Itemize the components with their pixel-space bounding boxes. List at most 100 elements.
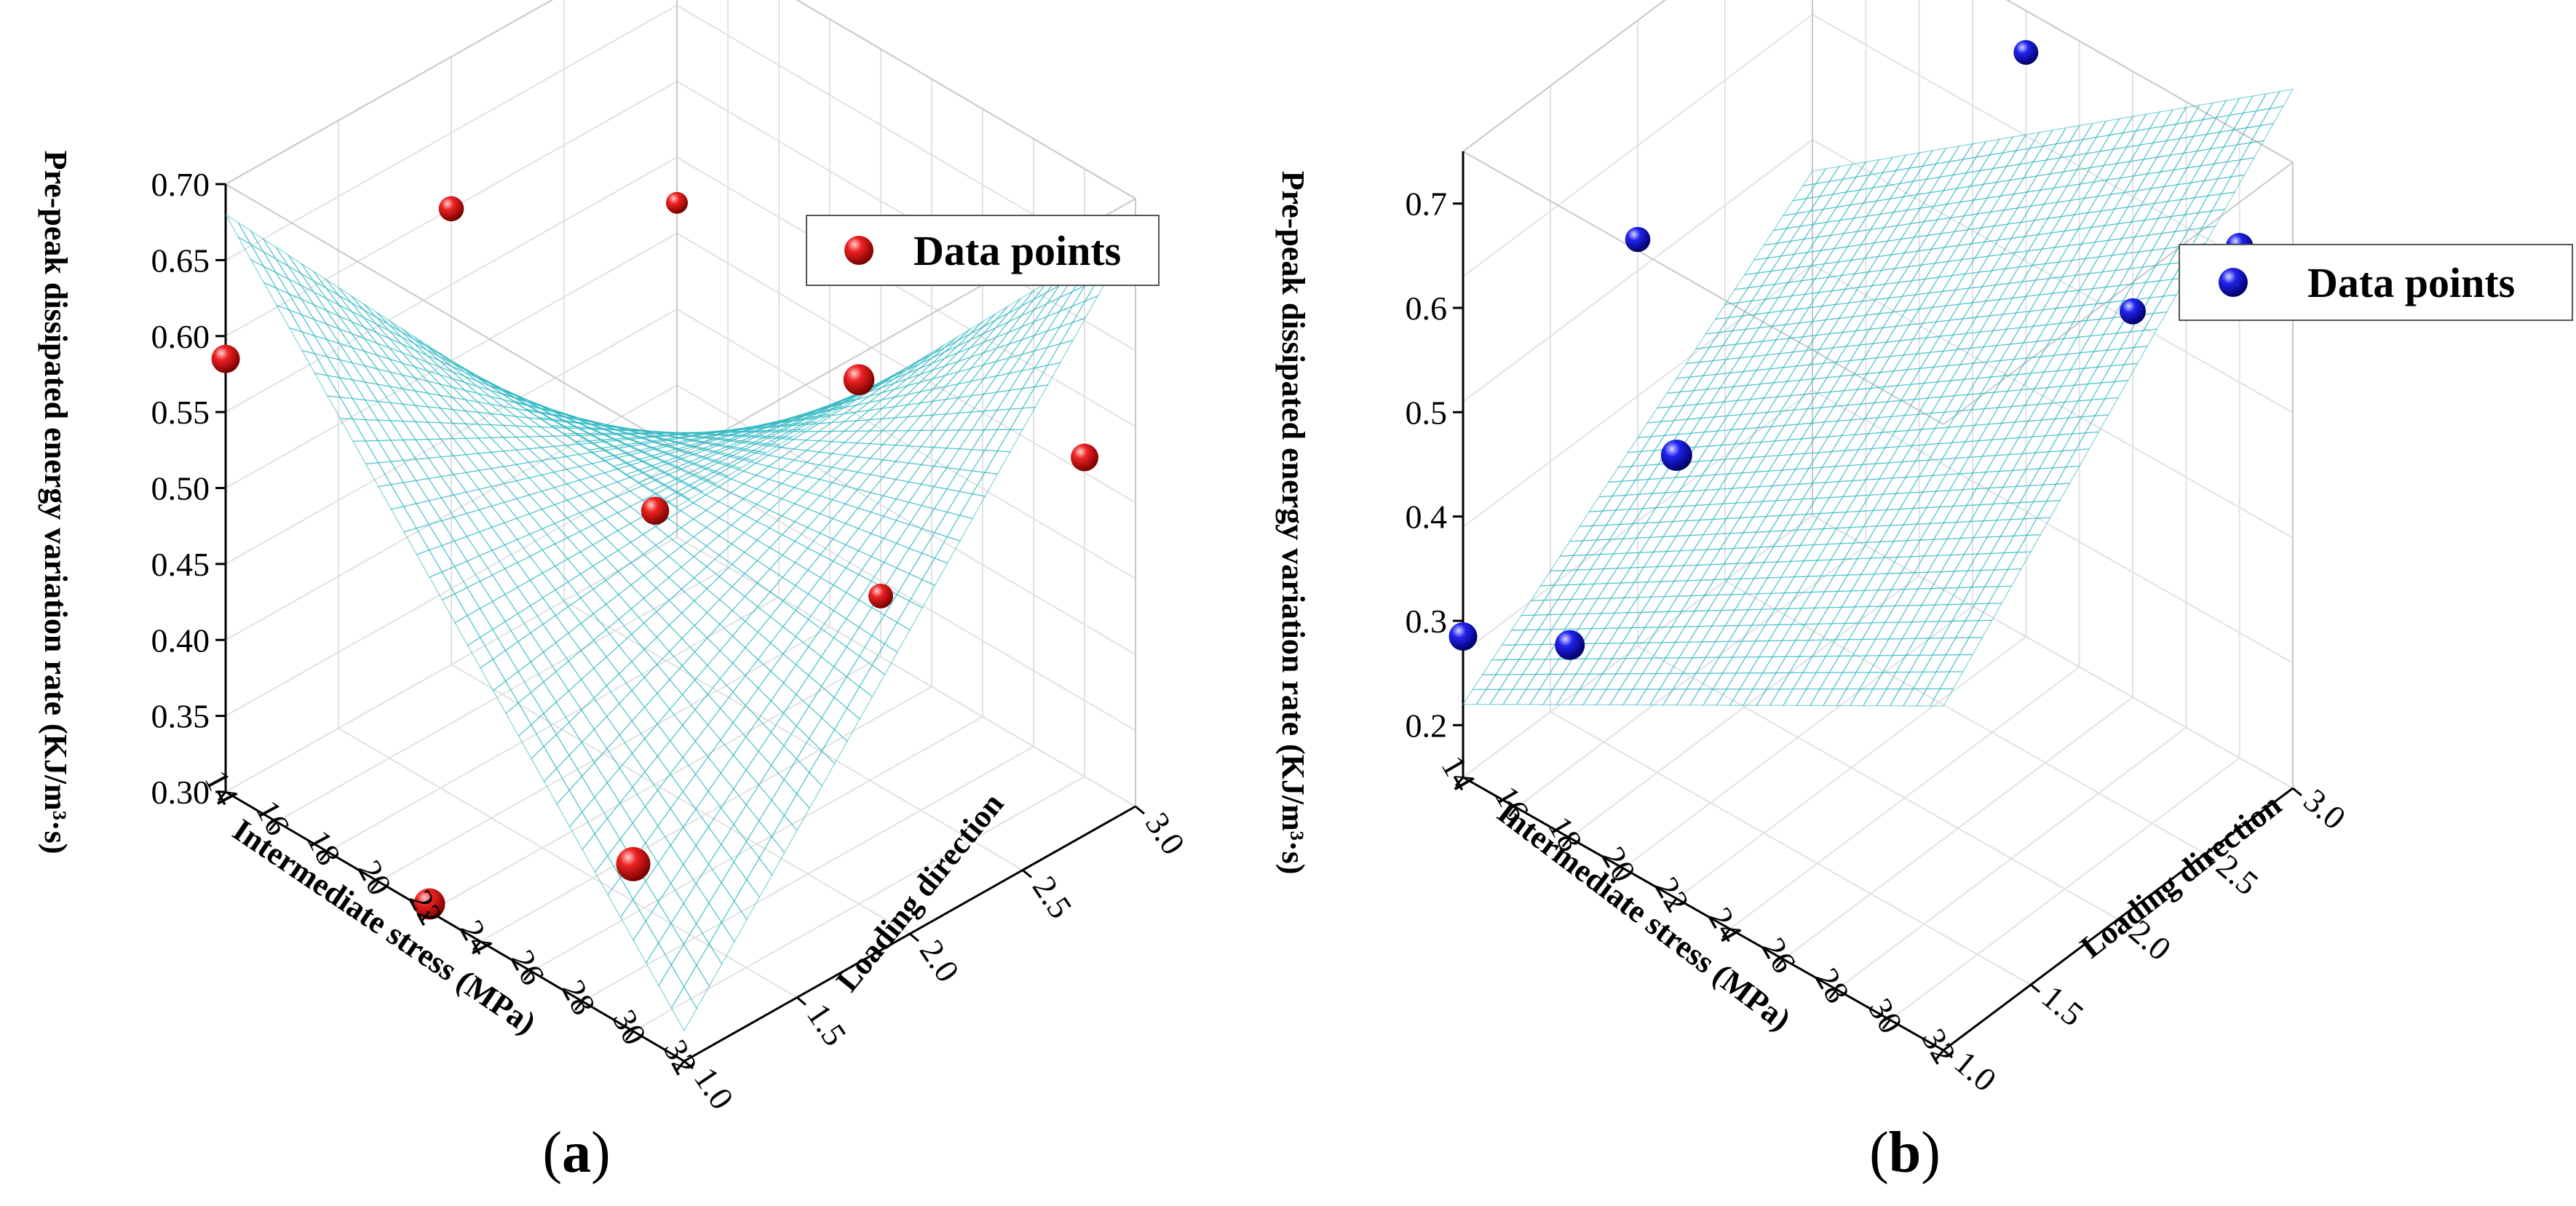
panel-b-surface-facet [1970, 569, 1996, 588]
panel-b-z-tick-label: 0.4 [1406, 499, 1448, 536]
panel-a-surface-facet [782, 609, 809, 638]
panel-a-surface-facet [844, 456, 871, 473]
panel-b-surface-facet [1836, 344, 1861, 363]
panel-a-surface-facet [782, 664, 809, 696]
panel-b-surface-facet [1569, 689, 1594, 705]
panel-a-surface-facet [477, 451, 505, 469]
panel-b-surface-facet [1593, 568, 1618, 584]
panel-a-surface-facet [1007, 309, 1035, 333]
panel-b-surface-facet [1849, 509, 1874, 528]
panel-b-surface-facet [2077, 382, 2102, 402]
panel-a-surface-facet [465, 469, 493, 490]
panel-a-surface-facet [681, 600, 708, 627]
panel-b-surface-facet [2045, 306, 2071, 326]
panel-b-surface-facet [1946, 520, 1971, 540]
panel-b-surface-facet [1775, 656, 1800, 674]
panel-b-surface-facet [1556, 584, 1582, 600]
panel-a-surface-facet [427, 421, 455, 440]
panel-b-surface-facet [2084, 414, 2109, 434]
panel-a-surface-facet [452, 422, 480, 439]
panel-a-surface-facet [743, 539, 771, 562]
panel-b-surface-facet [1508, 659, 1534, 675]
panel-a-surface-facet [806, 479, 833, 496]
panel-a-surface-facet [657, 882, 684, 924]
panel-b-surface-facet [2106, 331, 2131, 351]
panel-b-surface-facet [1889, 507, 1914, 526]
panel-a-surface-facet [933, 467, 961, 490]
panel-b-surface-facet [1607, 627, 1633, 644]
panel-b-surface-facet [1681, 656, 1707, 674]
panel-b-surface-facet [1815, 480, 1840, 499]
panel-b-surface-facet [2080, 333, 2105, 354]
panel-b-surface-facet [2062, 320, 2088, 340]
panel-b-surface-facet [1720, 593, 1745, 611]
panel-b-surface-facet [1893, 523, 1918, 542]
panel-a-surface-facet [604, 512, 632, 531]
panel-b-surface-facet [1689, 518, 1714, 536]
panel-a-surface-facet [502, 424, 530, 438]
panel-a-surface-facet [720, 754, 747, 790]
panel-b-surface-facet [1933, 521, 1958, 540]
panel-b-surface-facet [1980, 552, 2005, 571]
panel-b-surface-facet [2032, 307, 2058, 328]
panel-a-surface-facet [606, 767, 633, 804]
panel-a-surface-facet [250, 243, 278, 274]
panel-b-surface-facet [1674, 625, 1700, 643]
panel-b-x-tick-label: 28 [1808, 961, 1857, 1009]
panel-a-surface-facet [732, 647, 759, 677]
panel-b-surface-facet [1849, 688, 1874, 707]
panel-b-surface-facet [1650, 580, 1676, 598]
panel-b-surface-facet [1791, 437, 1816, 456]
panel-a-surface-facet [657, 708, 683, 742]
panel-b-surface-facet [1938, 603, 1963, 622]
panel-b-surface-facet [2008, 436, 2033, 456]
panel-b-surface-facet [1911, 604, 1936, 623]
panel-a-surface-facet [693, 566, 721, 590]
panel-b-surface-facet [1553, 569, 1578, 586]
panel-b-surface-facet [1831, 434, 1856, 453]
panel-b-surface-facet [1778, 438, 1803, 456]
panel-b-surface-facet [2007, 551, 2032, 570]
panel-a-surface-facet [605, 594, 633, 620]
panel-a-surface-facet [720, 721, 747, 756]
panel-b-surface-facet [1880, 415, 1906, 433]
panel-b-surface-facet [2038, 450, 2064, 469]
panel-b-surface-facet [1828, 480, 1854, 499]
panel-b-surface-facet [1973, 345, 1998, 364]
panel-a-surface-facet [676, 484, 704, 500]
panel-b-surface-facet [1778, 499, 1804, 517]
panel-a-surface-facet [275, 246, 302, 274]
panel-a-surface-facet [807, 627, 835, 658]
panel-b-surface-facet [1770, 576, 1796, 594]
panel-b-surface-facet [1862, 341, 1887, 360]
panel-b-surface-facet [1697, 444, 1723, 462]
panel-b-surface-facet [2000, 405, 2026, 424]
panel-b-surface-facet [1629, 551, 1654, 568]
panel-b-surface-facet [1628, 657, 1654, 675]
panel-b-surface-facet [1844, 433, 1869, 451]
panel-b-surface-facet [1922, 474, 1947, 493]
panel-a-surface-facet [631, 706, 658, 739]
panel-b-surface-facet [1701, 459, 1727, 477]
panel-b-surface-facet [1976, 536, 2002, 555]
panel-b-surface-facet [2047, 369, 2072, 389]
panel-b-surface-facet [1947, 587, 1973, 606]
panel-a-surface-facet [632, 806, 659, 844]
panel-a-surface-facet [868, 430, 897, 445]
panel-b-surface-facet [1934, 410, 1959, 429]
panel-b-surface-facet [1851, 638, 1876, 656]
panel-a-surface-facet [490, 451, 518, 467]
panel-a-surface-facet [920, 465, 948, 488]
panel-a-surface-facet [389, 439, 417, 461]
panel-b-surface-facet [1786, 364, 1811, 382]
panel-b-surface-facet [1676, 689, 1701, 706]
panel-b-surface-facet [1594, 627, 1620, 644]
panel-a-surface-facet [832, 523, 860, 546]
panel-a-surface-facet [657, 739, 683, 775]
panel-b-surface-facet [1942, 333, 1967, 352]
panel-a-surface-facet [757, 642, 784, 672]
panel-a-data-point [413, 888, 445, 920]
panel-b-surface-facet [1552, 673, 1577, 690]
panel-b-surface-facet [1559, 540, 1585, 557]
panel-b-surface-facet [2069, 351, 2095, 370]
